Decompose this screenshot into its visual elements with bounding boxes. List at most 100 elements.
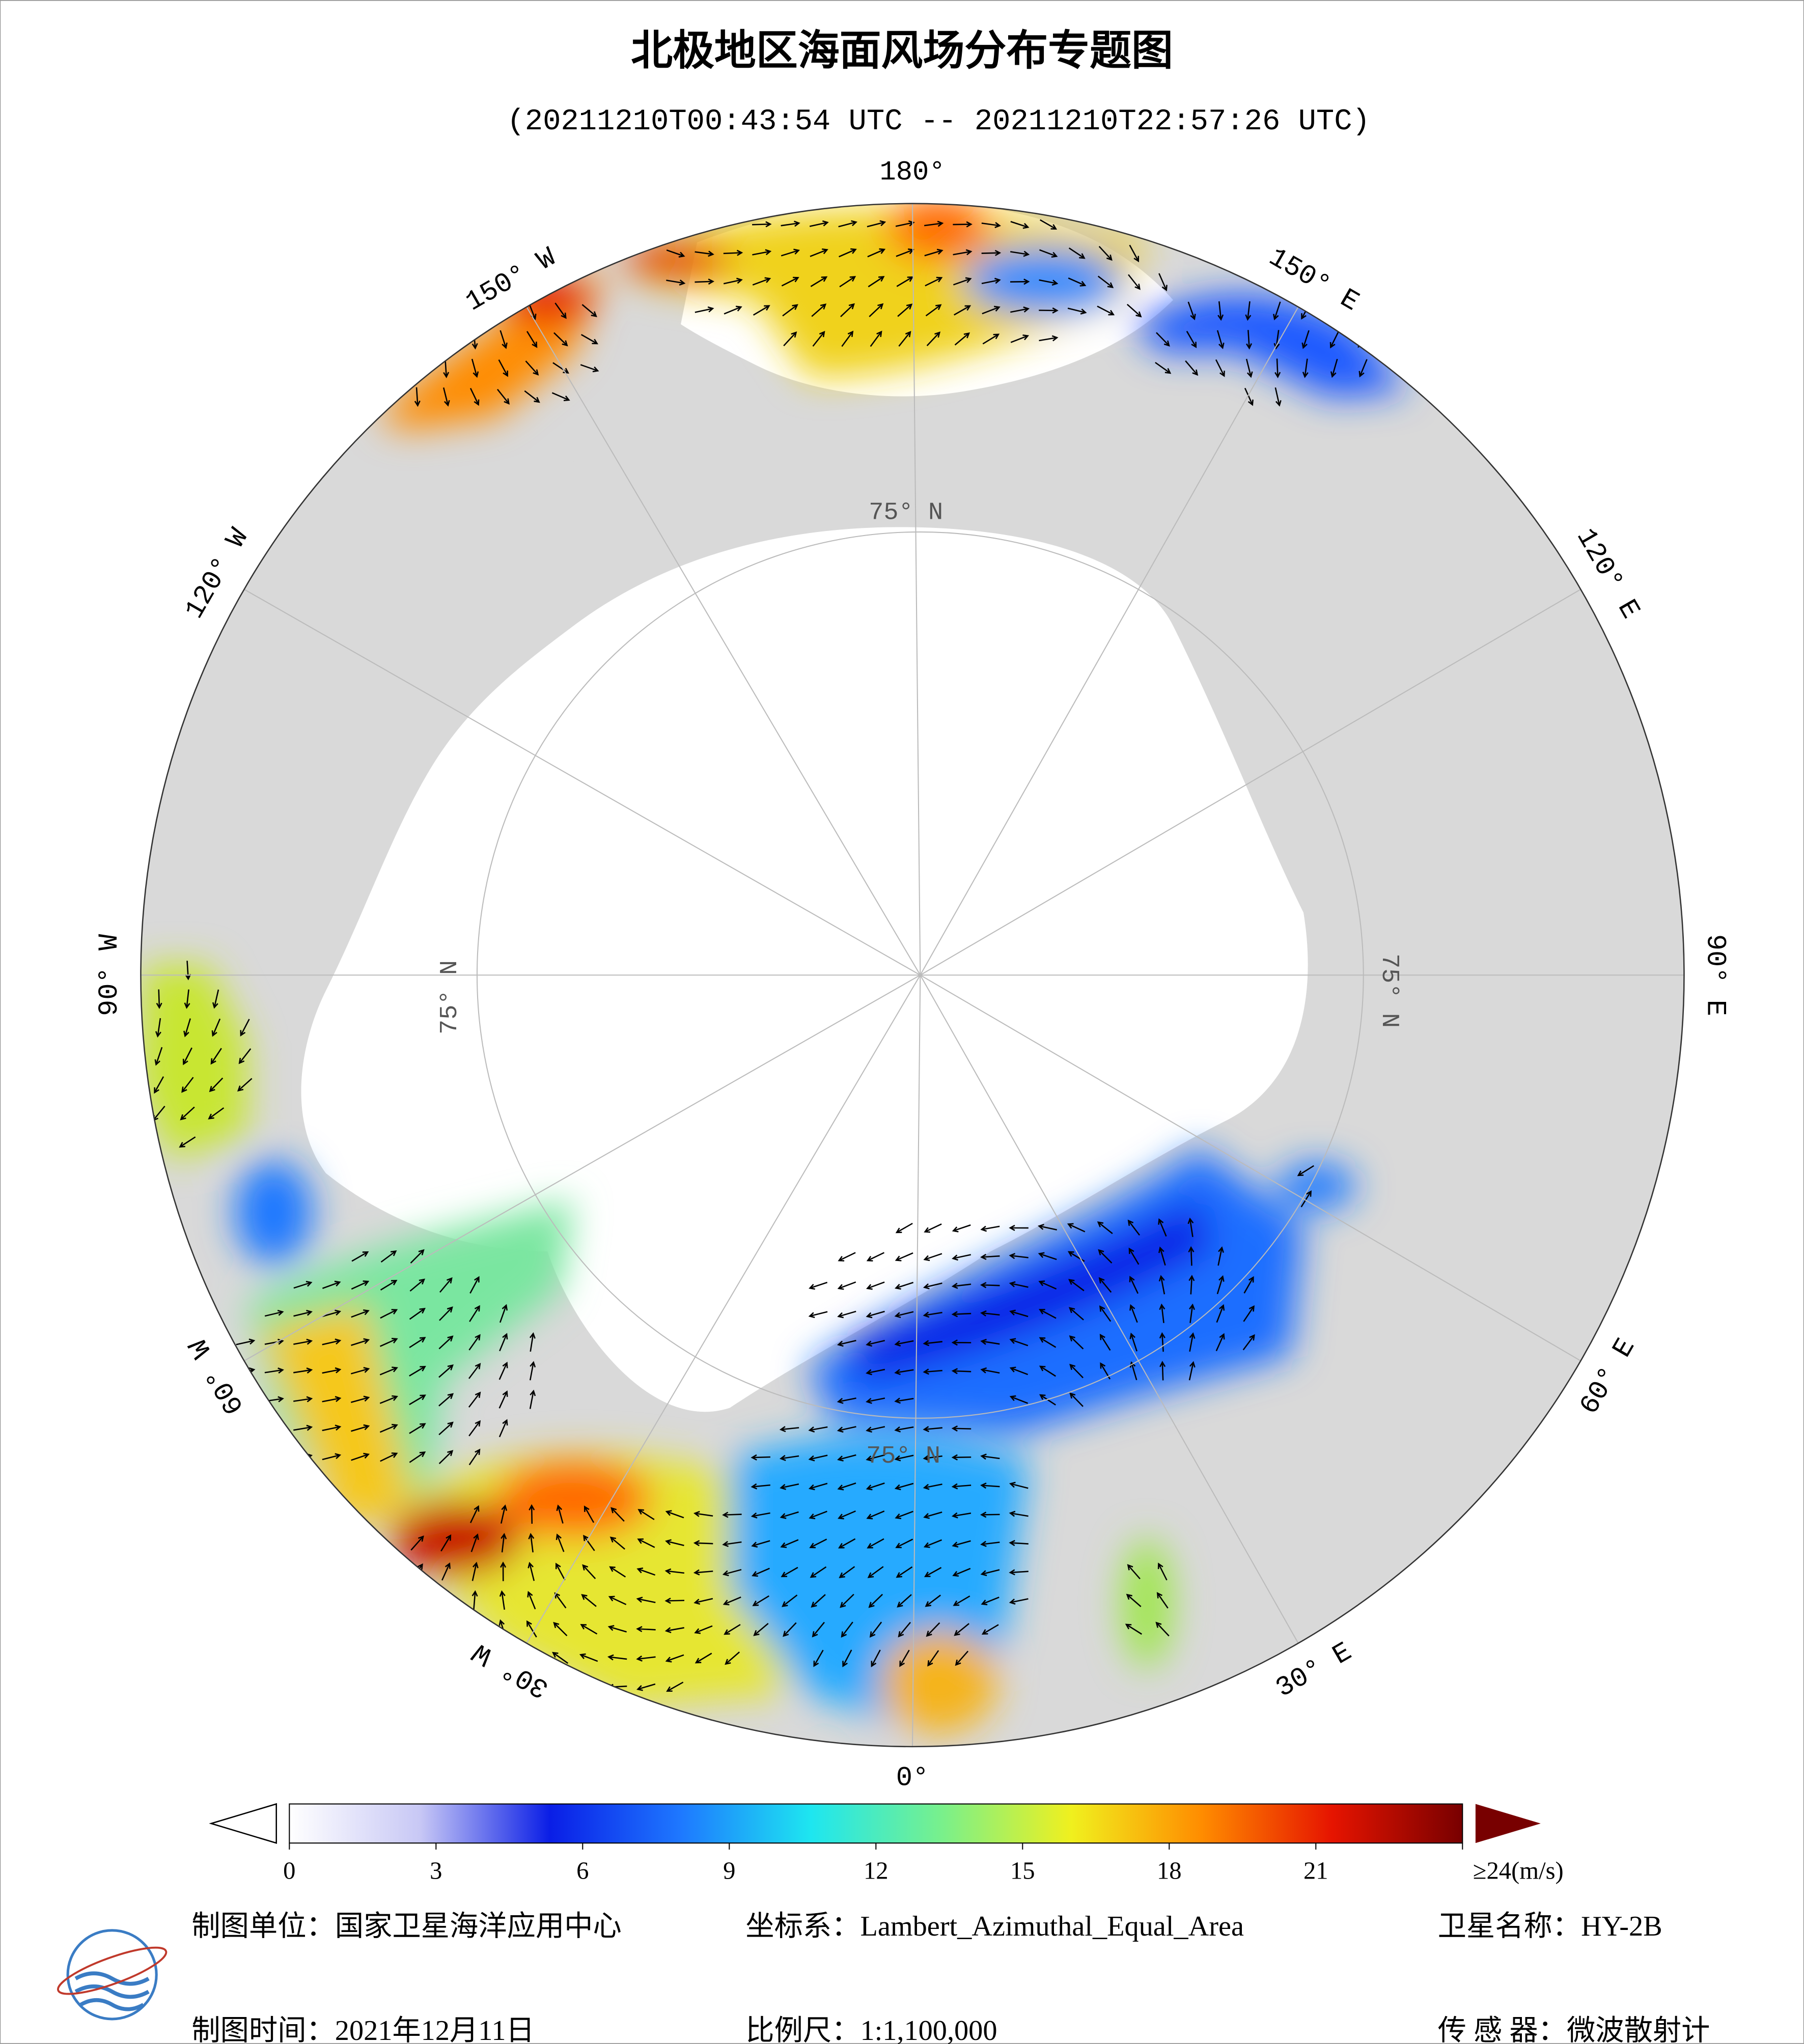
- wind-arrow: [1157, 1562, 1168, 1581]
- wind-patch: [1121, 1538, 1173, 1669]
- wind-arrow: [923, 1511, 942, 1519]
- colorbar-high-arrow: [1475, 1804, 1541, 1843]
- wind-arrow: [895, 1252, 913, 1262]
- subtitle: (20211210T00:43:54 UTC -- 20211210T22:57…: [507, 104, 1370, 138]
- wind-arrow: [813, 1649, 824, 1667]
- wind-arrow: [1189, 1332, 1196, 1352]
- wind-arrow: [839, 276, 856, 288]
- wind-arrow: [607, 1625, 627, 1633]
- wind-arrow: [410, 1249, 425, 1264]
- wind-arrow: [1067, 307, 1087, 315]
- wind-arrow: [1099, 1333, 1111, 1351]
- wind-arrow: [526, 1620, 537, 1638]
- wind-arrow: [1129, 1275, 1139, 1294]
- wind-arrow: [322, 1309, 342, 1318]
- wind-arrow: [1097, 1221, 1113, 1235]
- wind-arrow: [1009, 1598, 1029, 1605]
- wind-arrow: [608, 1595, 627, 1605]
- wind-arrow: [583, 1534, 595, 1551]
- wind-arrow: [981, 1597, 1000, 1606]
- wind-arrow: [899, 1649, 910, 1667]
- wind-arrow: [237, 1078, 253, 1092]
- wind-arrow: [664, 1598, 685, 1604]
- wind-arrow: [982, 305, 1001, 315]
- wind-arrow: [556, 1533, 565, 1552]
- wind-arrow: [842, 1649, 852, 1668]
- wind-arrow: [409, 1423, 426, 1434]
- wind-arrow: [1186, 330, 1197, 348]
- wind-arrow: [954, 305, 972, 316]
- wind-arrow: [1009, 1539, 1029, 1546]
- meridian: [911, 975, 921, 1747]
- wind-arrow: [869, 303, 884, 317]
- wind-arrow: [896, 1566, 913, 1578]
- wind-arrow: [471, 358, 479, 378]
- wind-arrow: [379, 1337, 398, 1347]
- longitude-label: 90° E: [1700, 934, 1731, 1016]
- wind-arrow: [923, 1426, 942, 1433]
- wind-arrow: [1127, 1219, 1141, 1236]
- footer-text: 传 感 器：微波散射计: [1438, 2015, 1710, 2044]
- wind-arrow: [927, 1650, 939, 1667]
- wind-arrow: [1009, 1366, 1029, 1376]
- wind-arrow: [841, 330, 854, 347]
- wind-arrow: [779, 1454, 799, 1461]
- wind-arrow: [951, 1512, 972, 1519]
- wind-arrow: [693, 1540, 713, 1547]
- wind-arrow: [751, 1454, 770, 1461]
- wind-arrow: [1301, 330, 1310, 349]
- wind-arrow: [753, 1622, 769, 1636]
- wind-arrow: [184, 989, 190, 1009]
- wind-arrow: [894, 1340, 914, 1347]
- wind-arrow: [867, 1538, 884, 1549]
- wind-arrow: [951, 1425, 972, 1432]
- wind-arrow: [783, 331, 797, 347]
- wind-arrow: [351, 1309, 370, 1318]
- wind-arrow: [923, 1368, 942, 1375]
- wind-arrow: [981, 1624, 999, 1635]
- wind-arrow: [809, 1538, 827, 1549]
- wind-arrow: [468, 1420, 481, 1437]
- wind-arrow: [380, 1452, 398, 1462]
- wind-arrow: [264, 1338, 284, 1345]
- wind-arrow: [637, 1538, 655, 1548]
- wind-arrow: [610, 1507, 625, 1522]
- wind-arrow: [809, 1281, 828, 1290]
- wind-patch: [495, 1460, 652, 1538]
- wind-arrow: [952, 1567, 971, 1577]
- sea-ice: [301, 527, 1308, 1412]
- wind-arrow: [471, 1561, 479, 1581]
- wind-arrow: [1039, 1365, 1056, 1377]
- wind-arrow: [955, 1650, 969, 1666]
- wind-arrow: [500, 1504, 508, 1524]
- longitude-label: 90° W: [94, 934, 125, 1016]
- wind-arrow: [722, 1541, 742, 1547]
- wind-arrow: [551, 392, 570, 402]
- wind-arrow: [665, 1539, 684, 1546]
- wind-arrow: [923, 1340, 942, 1347]
- wind-arrow: [781, 220, 800, 227]
- wind-arrow: [1188, 1361, 1196, 1381]
- colorbar-tick-label: 12: [864, 1857, 889, 1884]
- meridian: [244, 974, 921, 1361]
- wind-arrow: [209, 1077, 224, 1093]
- wind-arrow: [783, 1622, 797, 1637]
- wind-arrow: [866, 1510, 885, 1520]
- wind-arrow: [442, 387, 450, 407]
- wind-arrow: [211, 1018, 221, 1037]
- wind-arrow: [1129, 1304, 1138, 1323]
- wind-arrow: [953, 221, 973, 228]
- wind-arrow: [925, 276, 943, 287]
- wind-arrow: [156, 989, 162, 1009]
- wind-arrow: [837, 1281, 856, 1290]
- wind-arrow: [867, 248, 886, 258]
- wind-arrow: [322, 1396, 342, 1403]
- wind-arrow: [895, 1538, 913, 1549]
- wind-arrow: [584, 1505, 595, 1523]
- wind-arrow: [981, 222, 1001, 229]
- wind-arrow: [210, 1048, 222, 1065]
- wind-arrow: [924, 220, 944, 227]
- wind-arrow: [468, 1363, 481, 1379]
- wind-arrow: [212, 989, 219, 1009]
- wind-arrow: [894, 1454, 914, 1462]
